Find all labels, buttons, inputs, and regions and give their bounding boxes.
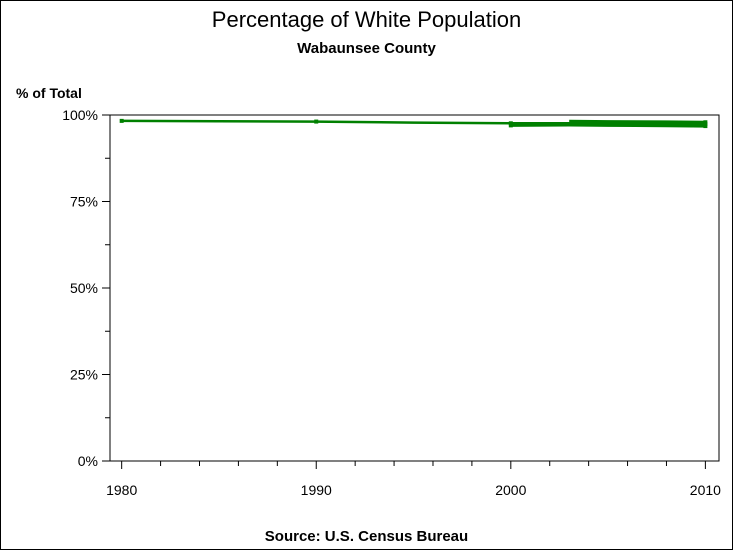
y-tick-label: 75%	[70, 194, 98, 210]
data-point	[508, 123, 513, 128]
y-tick-label: 100%	[62, 107, 98, 123]
data-point	[508, 121, 513, 126]
chart-subtitle: Wabaunsee County	[297, 40, 436, 57]
data-point	[703, 124, 708, 129]
data-point	[119, 118, 124, 123]
data-point	[314, 119, 319, 124]
data-point	[703, 120, 708, 125]
series-line	[510, 123, 706, 128]
chart-title: Percentage of White Population	[211, 7, 522, 32]
x-tick-label: 2000	[495, 482, 526, 498]
source-note: Source: U.S. Census Bureau	[264, 528, 469, 545]
x-tick-label: 1980	[106, 482, 137, 498]
y-tick-label: 50%	[70, 280, 98, 296]
y-axis-label: % of Total	[16, 85, 82, 101]
x-tick-label: 1990	[301, 482, 332, 498]
x-tick-label: 2010	[690, 482, 721, 498]
y-tick-label: 25%	[70, 367, 98, 383]
series-line	[569, 119, 706, 124]
plot-area	[109, 114, 720, 462]
y-tick-label: 0%	[78, 453, 98, 469]
